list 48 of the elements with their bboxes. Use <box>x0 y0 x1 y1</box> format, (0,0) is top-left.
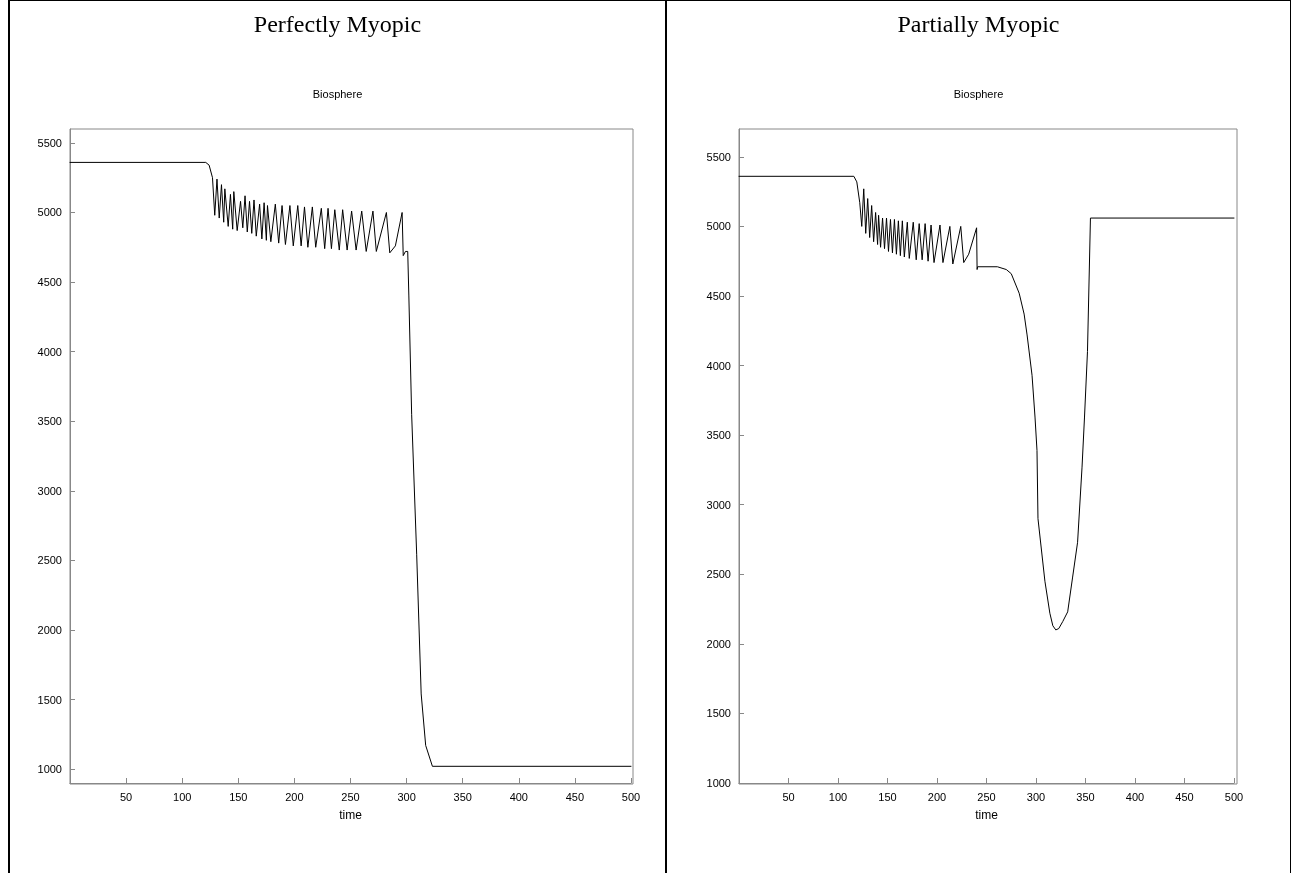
y-tick-label: 3000 <box>37 484 62 497</box>
y-tick-label: 4500 <box>706 289 731 302</box>
x-tick-label: 400 <box>1125 790 1145 803</box>
x-tick-label: 200 <box>285 790 304 803</box>
y-tick-label: 4000 <box>706 359 731 372</box>
y-tick-label: 1000 <box>37 763 62 776</box>
x-tick-label: 250 <box>341 790 360 803</box>
x-tick-label: 300 <box>397 790 416 803</box>
x-tick-label: 100 <box>173 790 192 803</box>
y-tick-label: 2000 <box>37 623 62 636</box>
y-tick-label: 2500 <box>37 554 62 567</box>
y-tick-label: 5000 <box>37 206 62 219</box>
chart-title: Partially Myopic <box>897 11 1060 37</box>
x-tick-label: 400 <box>509 790 528 803</box>
y-tick-label: 3500 <box>37 415 62 428</box>
x-tick-label: 250 <box>977 790 996 803</box>
x-tick-label: 300 <box>1026 790 1046 803</box>
x-tick-label: 50 <box>119 790 133 803</box>
x-tick-label: 150 <box>878 790 897 803</box>
x-axis-title: time <box>975 808 999 822</box>
x-tick-label: 50 <box>782 790 795 803</box>
x-tick-label: 350 <box>1076 790 1095 803</box>
chart-subtitle: Biosphere <box>953 87 1004 100</box>
y-tick-label: 5000 <box>706 220 731 233</box>
x-tick-label: 450 <box>565 790 585 803</box>
y-tick-label: 1500 <box>37 693 62 706</box>
x-axis-title: time <box>339 808 363 822</box>
y-tick-label: 3000 <box>706 498 731 511</box>
y-tick-label: 2500 <box>706 568 731 581</box>
line-series <box>69 161 632 767</box>
y-tick-label: 3500 <box>706 429 731 442</box>
x-tick-label: 150 <box>229 790 248 803</box>
x-tick-label: 500 <box>1224 790 1244 803</box>
x-tick-label: 200 <box>927 790 947 803</box>
chart-title: Perfectly Myopic <box>253 11 422 37</box>
x-tick-label: 450 <box>1175 790 1194 803</box>
y-tick-label: 5500 <box>706 150 731 163</box>
y-tick-label: 1500 <box>706 707 731 720</box>
y-tick-label: 2000 <box>706 637 731 650</box>
x-tick-label: 350 <box>453 790 472 803</box>
line-series <box>738 175 1235 631</box>
x-tick-label: 100 <box>828 790 848 803</box>
y-tick-label: 1000 <box>706 777 731 789</box>
y-tick-label: 4000 <box>37 345 62 358</box>
y-tick-label: 4500 <box>37 276 62 289</box>
chart-subtitle: Biosphere <box>312 87 363 100</box>
x-tick-label: 500 <box>621 790 641 803</box>
y-tick-label: 5500 <box>37 136 62 149</box>
